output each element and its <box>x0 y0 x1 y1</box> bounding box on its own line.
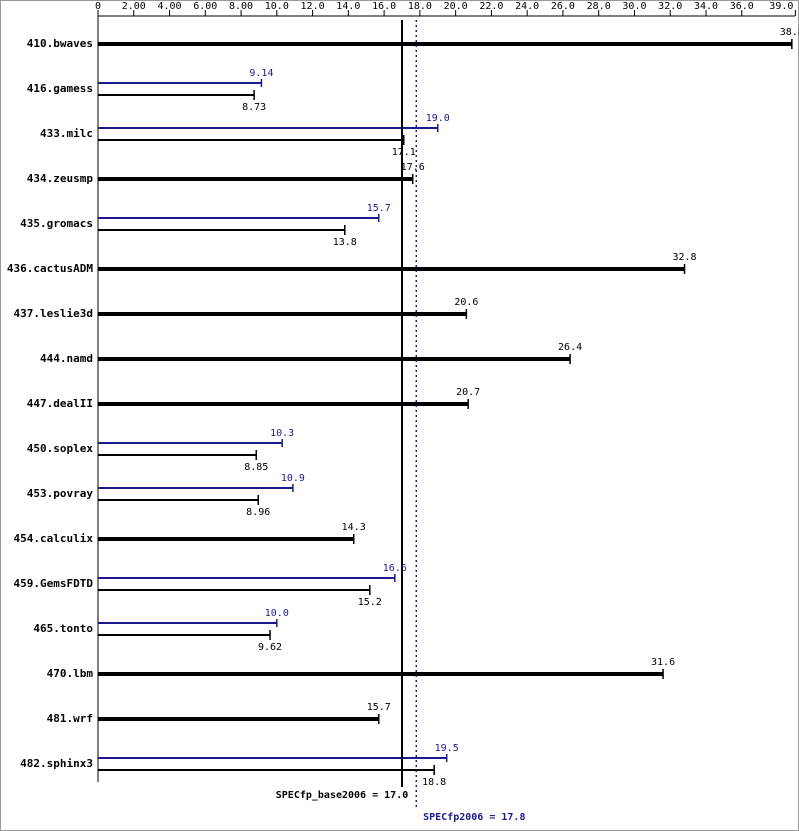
x-tick-label: 10.0 <box>265 1 289 12</box>
base-value-label: 8.73 <box>242 102 266 113</box>
x-tick-label: 16.0 <box>372 1 396 12</box>
x-tick-label: 32.0 <box>658 1 682 12</box>
base-value-label: 20.7 <box>456 387 480 398</box>
base-value-label: 38.8 <box>780 27 799 38</box>
reference-label: SPECfp2006 = 17.8 <box>423 812 525 823</box>
base-value-label: 8.96 <box>246 507 270 518</box>
base-value-label: 26.4 <box>558 342 582 353</box>
category-label: 450.soplex <box>27 442 94 455</box>
category-label: 447.dealII <box>27 397 93 410</box>
peak-value-label: 10.3 <box>270 428 294 439</box>
base-value-label: 15.2 <box>358 597 382 608</box>
base-value-label: 9.62 <box>258 642 282 653</box>
category-label: 433.milc <box>40 127 93 140</box>
base-value-label: 15.7 <box>367 702 391 713</box>
peak-value-label: 19.5 <box>435 743 459 754</box>
x-tick-label: 6.00 <box>193 1 217 12</box>
category-label: 437.leslie3d <box>14 307 93 320</box>
base-value-label: 17.1 <box>392 147 416 158</box>
x-tick-label: 12.0 <box>301 1 325 12</box>
base-value-label: 32.8 <box>672 252 696 263</box>
x-tick-label: 22.0 <box>479 1 503 12</box>
category-label: 434.zeusmp <box>27 172 94 185</box>
category-label: 481.wrf <box>47 712 93 725</box>
category-label: 436.cactusADM <box>7 262 93 275</box>
base-value-label: 14.3 <box>342 522 366 533</box>
x-tick-label: 28.0 <box>587 1 611 12</box>
base-value-label: 31.6 <box>651 657 675 668</box>
x-tick-label: 0 <box>95 1 101 12</box>
base-value-label: 17.6 <box>401 162 425 173</box>
x-tick-label: 2.00 <box>122 1 146 12</box>
category-label: 435.gromacs <box>20 217 93 230</box>
category-label: 444.namd <box>40 352 93 365</box>
x-tick-label: 20.0 <box>444 1 468 12</box>
category-label: 416.gamess <box>27 82 93 95</box>
category-label: 459.GemsFDTD <box>14 577 94 590</box>
peak-value-label: 16.6 <box>383 563 407 574</box>
x-tick-label: 30.0 <box>622 1 646 12</box>
peak-value-label: 10.0 <box>265 608 289 619</box>
x-tick-label: 36.0 <box>730 1 754 12</box>
peak-value-label: 10.9 <box>281 473 305 484</box>
category-label: 454.calculix <box>14 532 94 545</box>
category-label: 465.tonto <box>33 622 93 635</box>
x-tick-label: 34.0 <box>694 1 718 12</box>
category-label: 453.povray <box>27 487 94 500</box>
base-value-label: 20.6 <box>454 297 478 308</box>
x-tick-label: 26.0 <box>551 1 575 12</box>
base-value-label: 18.8 <box>422 777 446 788</box>
reference-label: SPECfp_base2006 = 17.0 <box>276 790 408 801</box>
x-tick-label: 24.0 <box>515 1 539 12</box>
x-tick-label: 4.00 <box>157 1 181 12</box>
peak-value-label: 19.0 <box>426 113 450 124</box>
x-tick-label: 8.00 <box>229 1 253 12</box>
peak-value-label: 15.7 <box>367 203 391 214</box>
x-tick-label: 14.0 <box>336 1 360 12</box>
base-value-label: 8.85 <box>244 462 268 473</box>
category-label: 470.lbm <box>47 667 94 680</box>
x-tick-label: 39.0 <box>769 1 793 12</box>
peak-value-label: 9.14 <box>249 68 273 79</box>
category-label: 482.sphinx3 <box>20 757 93 770</box>
base-value-label: 13.8 <box>333 237 357 248</box>
x-tick-label: 18.0 <box>408 1 432 12</box>
category-label: 410.bwaves <box>27 37 93 50</box>
